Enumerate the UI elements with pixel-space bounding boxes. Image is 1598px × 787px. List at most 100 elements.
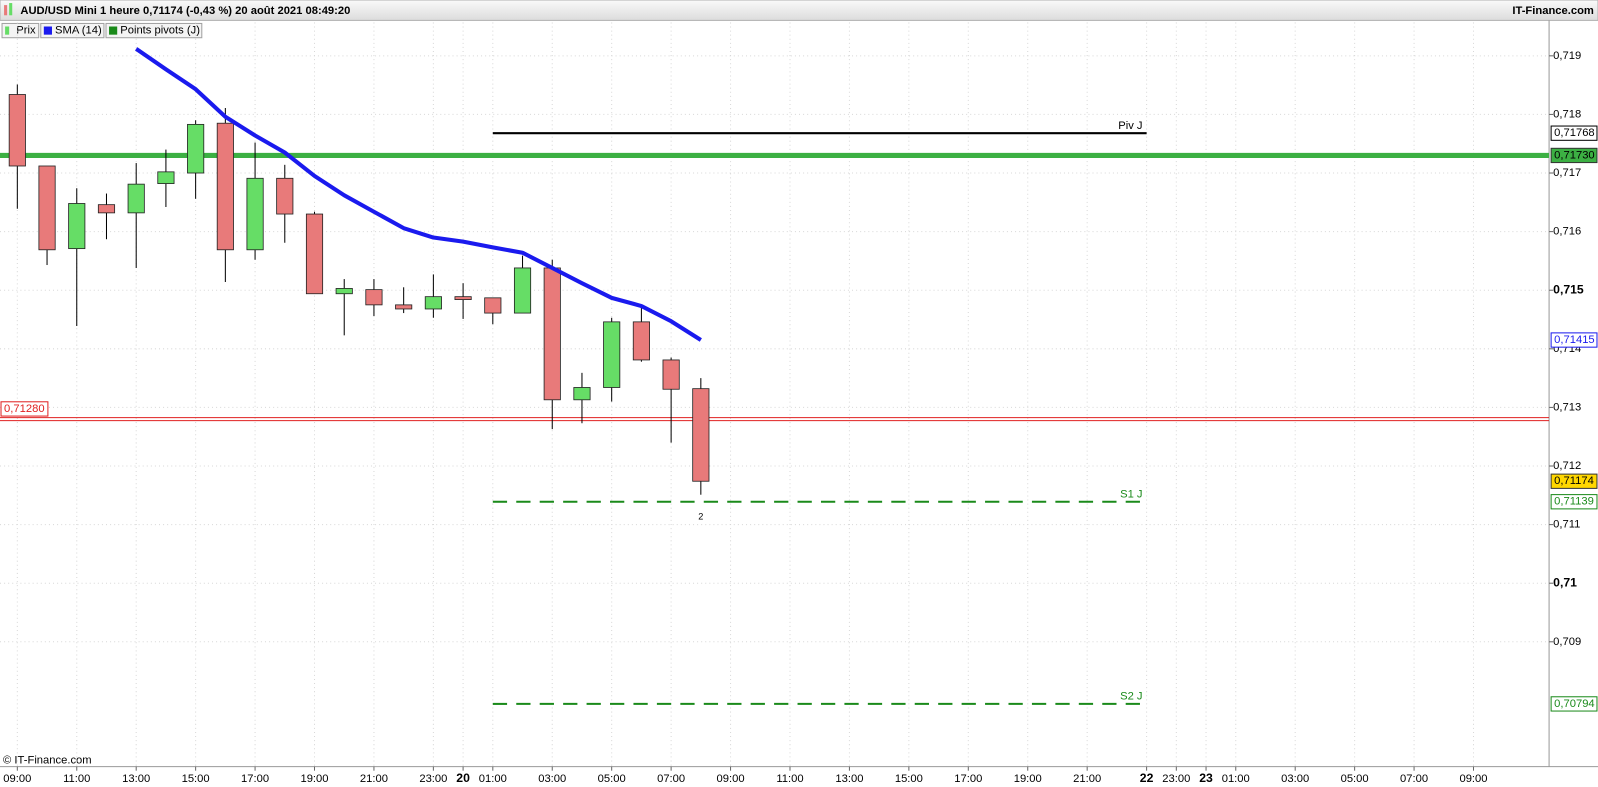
candle-body	[97, 204, 116, 214]
value-box	[1550, 125, 1598, 141]
y-tick-label: 0,712	[1553, 460, 1581, 472]
x-tick-label: 23:00	[1162, 773, 1190, 785]
pivot-label: S2 J	[1120, 691, 1142, 703]
x-tick-label: 21:00	[360, 773, 388, 785]
pivot-label: Piv J	[1118, 120, 1142, 132]
legend: Prix SMA (14) Points pivots (J)	[1, 22, 203, 39]
copyright: © IT-Finance.com	[3, 754, 92, 766]
x-tick-label: 19:00	[1014, 773, 1042, 785]
candle-body	[38, 165, 56, 251]
x-tick-label: 07:00	[657, 773, 685, 785]
x-tick-label: 03:00	[538, 773, 566, 785]
x-tick-label: 23	[1199, 771, 1213, 785]
legend-swatch	[43, 26, 52, 35]
x-tick-label: 09:00	[1459, 773, 1487, 785]
x-tick-label: 21:00	[1073, 773, 1101, 785]
x-tick-label: 15:00	[895, 773, 923, 785]
candle-body	[8, 94, 26, 167]
logo-bar	[4, 5, 8, 16]
x-tick-label: 05:00	[1341, 773, 1369, 785]
value-box-label: 0,71415	[1554, 334, 1594, 346]
value-box	[0, 401, 49, 417]
y-tick-label: 0,717	[1553, 167, 1581, 179]
candle-body	[365, 289, 383, 306]
value-box	[1550, 332, 1598, 348]
candle-body	[632, 321, 650, 361]
x-tick-label: 01:00	[1222, 773, 1250, 785]
x-tick-label: 13:00	[835, 773, 863, 785]
legend-button[interactable]	[40, 22, 105, 39]
candle-body	[603, 321, 621, 388]
x-tick-label: 17:00	[241, 773, 269, 785]
legend-button[interactable]	[105, 22, 203, 39]
candle-body	[305, 213, 324, 295]
candle-body	[157, 171, 175, 184]
x-tick-label: 11:00	[776, 773, 803, 785]
candle-body	[424, 296, 442, 310]
value-box	[1550, 473, 1598, 489]
candle-body	[662, 359, 680, 390]
legend-label: Prix	[16, 25, 36, 37]
x-tick-label: 03:00	[1281, 773, 1309, 785]
x-tick-label: 01:00	[479, 773, 507, 785]
value-box-label: 0,71768	[1554, 127, 1594, 139]
candle-body	[573, 387, 591, 401]
annotation: 2	[698, 512, 703, 522]
legend-swatch	[109, 26, 118, 35]
x-tick-label: 17:00	[954, 773, 982, 785]
legend-label: Points pivots (J)	[120, 25, 200, 37]
candle-body	[692, 388, 710, 482]
value-box-label: 0,71280	[4, 403, 44, 415]
y-tick-label: 0,713	[1553, 401, 1581, 413]
value-box	[1550, 696, 1598, 712]
candle-body	[513, 267, 532, 314]
y-tick-label: 0,719	[1553, 50, 1581, 62]
legend-swatch	[5, 26, 10, 35]
sma-line	[135, 47, 702, 342]
x-tick-label: 09:00	[3, 773, 31, 785]
x-tick-label: 07:00	[1400, 773, 1428, 785]
value-box-label: 0,71139	[1554, 496, 1594, 508]
value-box	[1550, 147, 1598, 164]
x-tick-label: 19:00	[300, 773, 328, 785]
x-tick-label: 15:00	[182, 773, 210, 785]
y-tick-label: 0,716	[1553, 226, 1581, 238]
y-tick-label: 0,711	[1553, 519, 1580, 531]
chart-title: AUD/USD Mini 1 heure 0,71174 (-0,43 %) 2…	[20, 5, 350, 17]
y-tick-label: 0,71	[1553, 575, 1577, 589]
plot-area	[0, 22, 1550, 767]
x-tick-label: 13:00	[122, 773, 150, 785]
x-tick-label: 20	[456, 771, 470, 785]
value-box	[1550, 494, 1598, 510]
pivot-label: S1 J	[1120, 489, 1142, 501]
candle-body	[127, 183, 145, 214]
legend-label: SMA (14)	[55, 25, 102, 37]
x-tick-label: 11:00	[63, 773, 90, 785]
candle-body	[484, 297, 502, 314]
header-bar	[0, 0, 1598, 21]
candle-body	[454, 296, 472, 300]
x-tick-label: 09:00	[717, 773, 745, 785]
source: IT-Finance.com	[1512, 5, 1594, 17]
candle-body	[68, 203, 86, 250]
candle-body	[395, 304, 413, 310]
value-box-label: 0,71730	[1554, 149, 1594, 161]
candle-body	[246, 177, 264, 251]
value-box-label: 0,71174	[1554, 475, 1594, 487]
candle-body	[335, 288, 353, 295]
y-tick-label: 0,709	[1553, 636, 1581, 648]
x-tick-label: 22	[1140, 771, 1154, 785]
x-tick-label: 23:00	[419, 773, 447, 785]
value-box-label: 0,70794	[1554, 698, 1594, 710]
candle-body	[276, 177, 294, 215]
legend-button[interactable]	[1, 22, 40, 39]
y-tick-label: 0,718	[1553, 108, 1581, 120]
candle-body	[187, 123, 205, 174]
logo-bar	[9, 3, 13, 16]
x-tick-label: 05:00	[598, 773, 626, 785]
y-tick-label: 0,715	[1553, 282, 1584, 296]
candle-body	[216, 122, 234, 251]
candle-body	[543, 267, 561, 401]
